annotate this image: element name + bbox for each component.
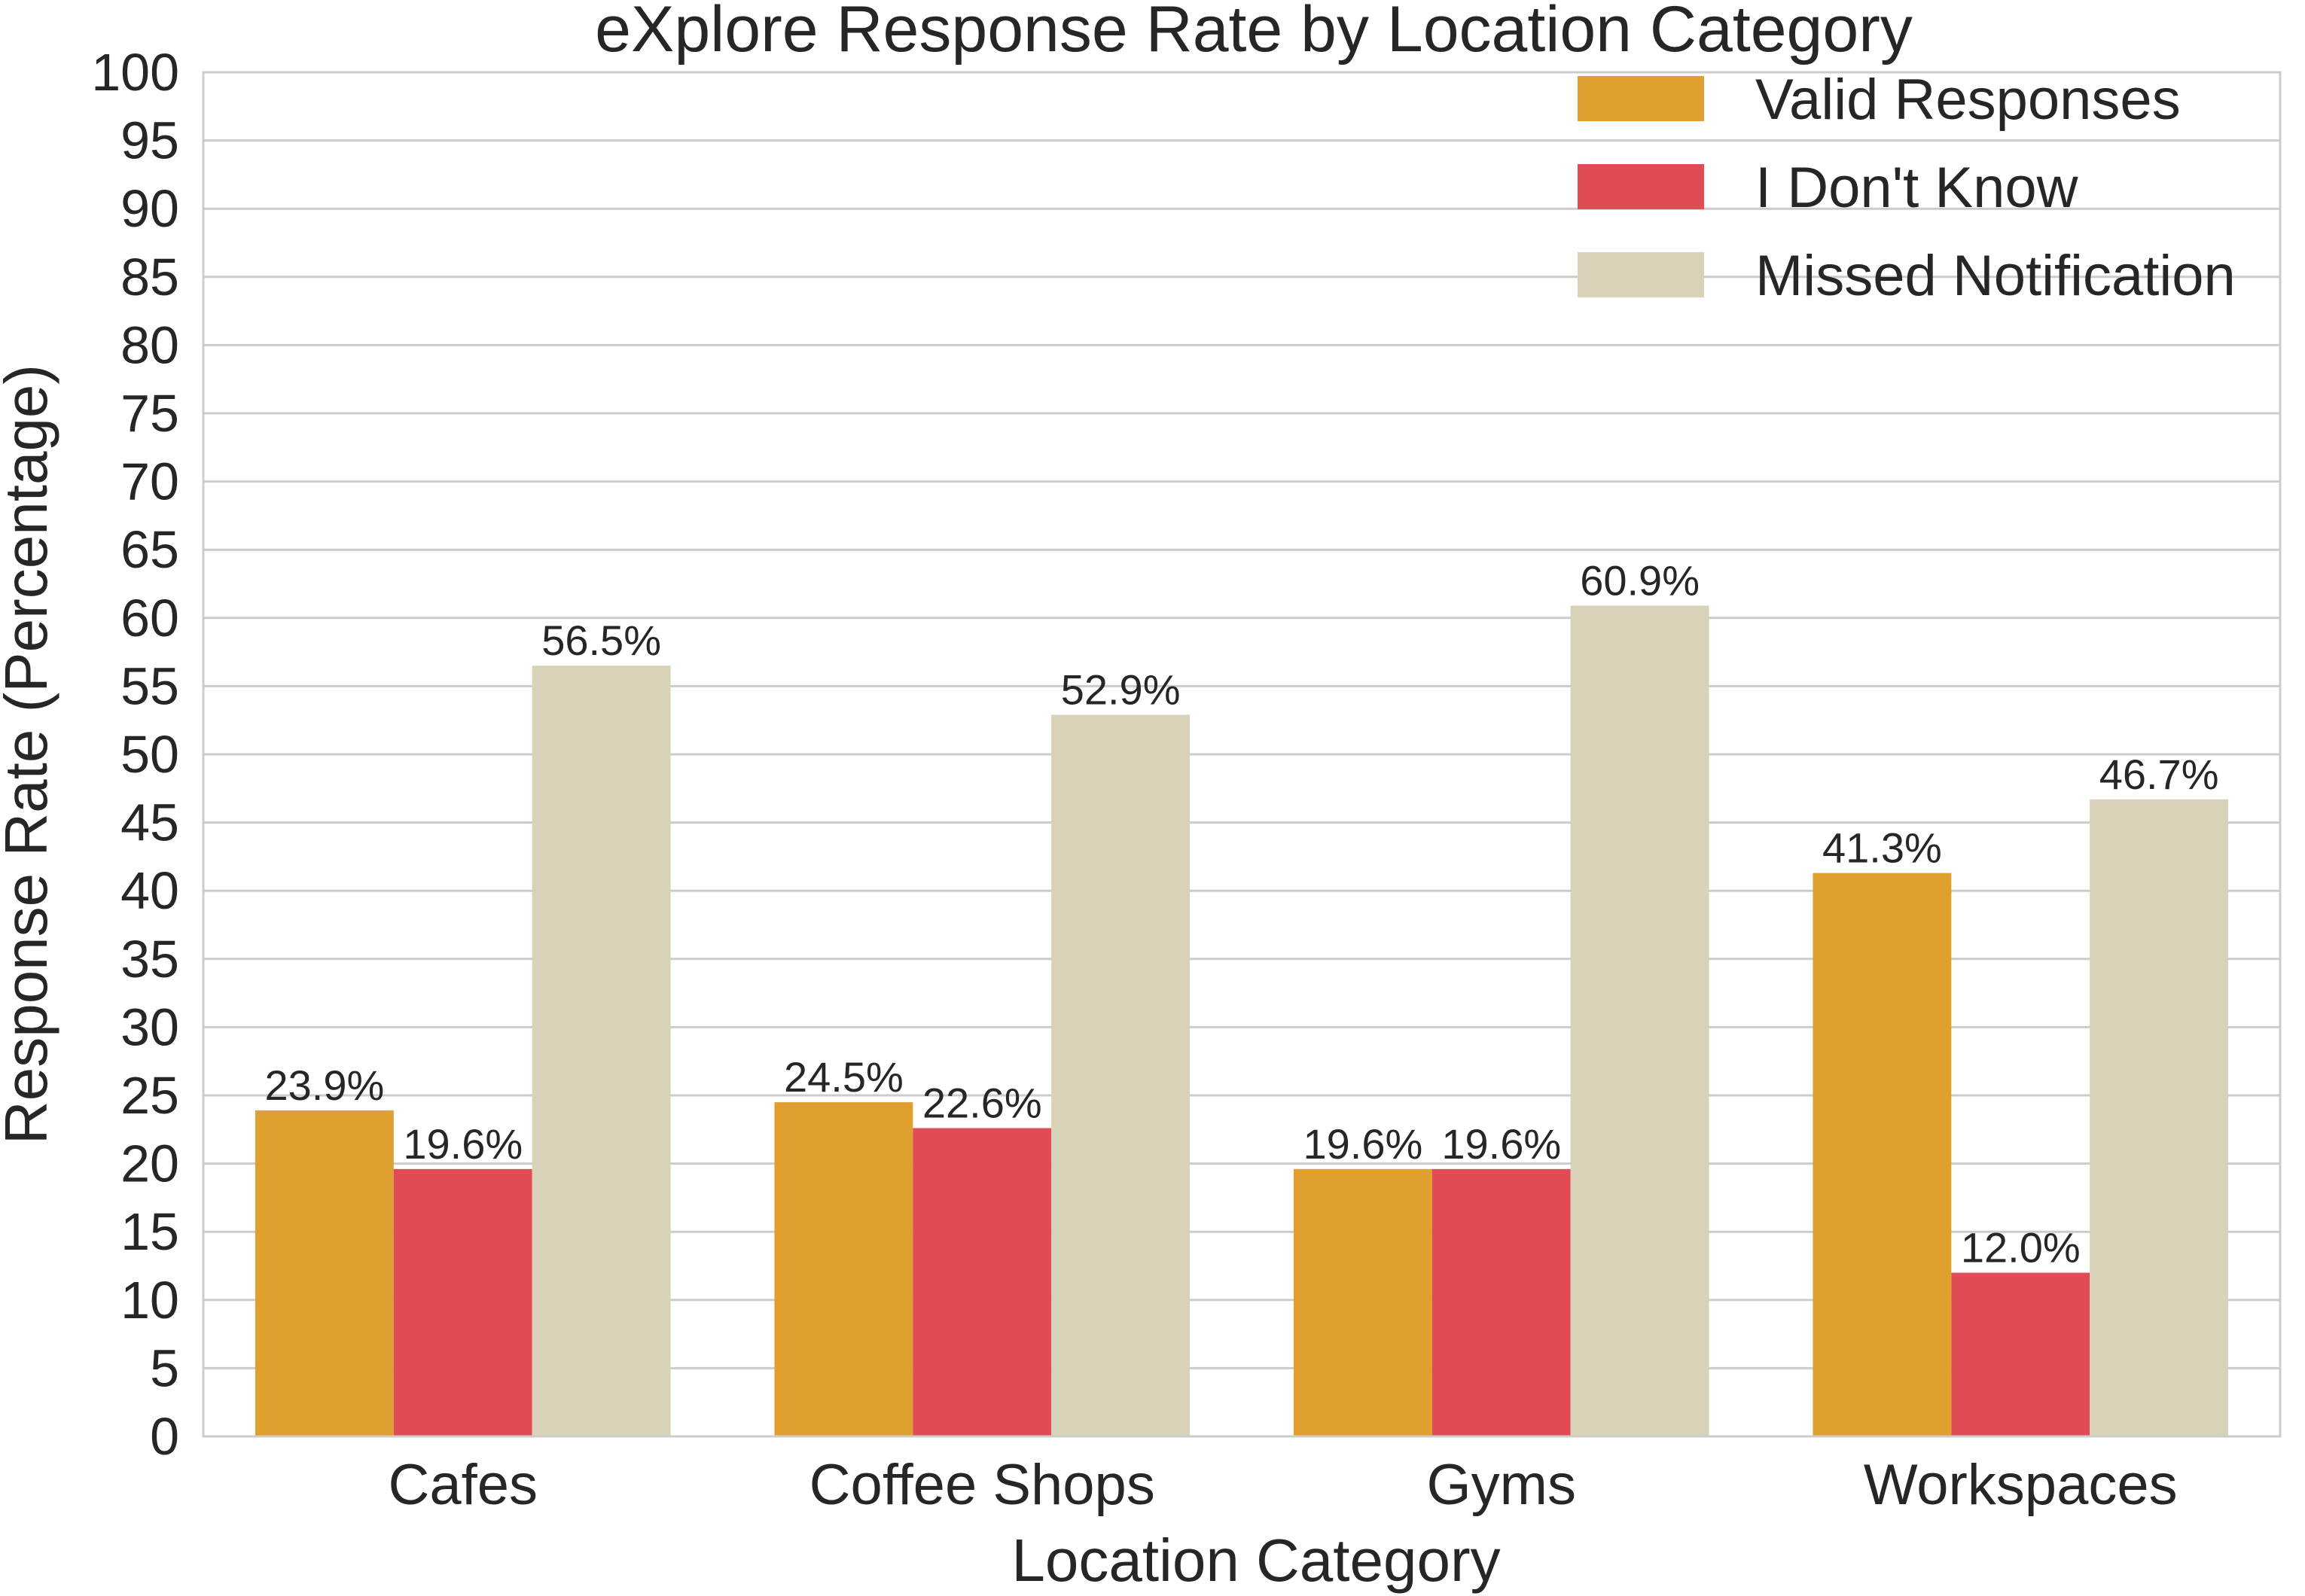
bar-value-label: 12.0%: [1961, 1224, 2081, 1272]
bar-missed-notification-gyms: [1570, 605, 1709, 1437]
bar-value-label: 46.7%: [2099, 751, 2219, 798]
chart-title: eXplore Response Rate by Location Catego…: [595, 0, 1913, 65]
bar-valid-responses-gyms: [1293, 1168, 1432, 1436]
legend-swatch: [1578, 76, 1704, 121]
bar-valid-responses-workspaces: [1813, 873, 1952, 1436]
bar-value-label: 60.9%: [1580, 556, 1700, 604]
y-tick-label: 15: [120, 1202, 179, 1261]
bar-value-label: 41.3%: [1822, 824, 1942, 872]
bar-valid-responses-coffee-shops: [774, 1102, 913, 1436]
y-tick-label: 55: [120, 656, 179, 715]
y-tick-label: 50: [120, 725, 179, 784]
bars: [255, 605, 2229, 1437]
bar-value-label: 56.5%: [541, 617, 661, 664]
y-tick-label: 30: [120, 998, 179, 1056]
legend: Valid Responses I Don't Know Missed Notifi…: [1578, 68, 2236, 308]
y-tick-label: 10: [120, 1271, 179, 1329]
y-tick-label: 60: [120, 589, 179, 647]
bar-value-label: 19.6%: [1441, 1120, 1561, 1168]
plot-frame: [202, 71, 2282, 1438]
y-tick-label: 90: [120, 179, 179, 238]
y-tick-label: 35: [120, 930, 179, 988]
y-tick-label: 95: [120, 111, 179, 170]
legend-label: I Don't Know: [1755, 156, 2079, 220]
y-tick-label: 25: [120, 1066, 179, 1125]
bar-missed-notification-cafes: [532, 666, 671, 1436]
x-axis-label: Location Category: [1011, 1527, 1500, 1594]
bar-value-label: 23.9%: [264, 1061, 384, 1109]
y-tick-label: 85: [120, 248, 179, 306]
y-tick-labels: 0 5 10 15 20 25 30 35 40 45 50 55 60 65 70 75 80 85 90 95 10…: [91, 43, 179, 1466]
y-tick-label: 100: [91, 43, 179, 102]
legend-swatch: [1578, 252, 1704, 297]
y-tick-label: 70: [120, 452, 179, 511]
bar-valid-responses-cafes: [255, 1110, 394, 1436]
bar-value-label: 52.9%: [1061, 666, 1181, 713]
y-tick-label: 40: [120, 861, 179, 920]
x-tick-label: Workspaces: [1864, 1453, 2178, 1517]
legend-label: Valid Responses: [1755, 68, 2181, 132]
bar-missed-notification-coffee-shops: [1051, 714, 1191, 1436]
legend-label: Missed Notification: [1755, 244, 2236, 308]
y-tick-label: 45: [120, 793, 179, 852]
bar-value-label: 19.6%: [1303, 1120, 1422, 1168]
bar-value-label: 22.6%: [922, 1079, 1042, 1126]
y-tick-label: 0: [150, 1407, 179, 1466]
bar-i-don-t-know-workspaces: [1951, 1272, 2090, 1436]
bar-i-don-t-know-coffee-shops: [913, 1128, 1052, 1436]
bar-i-don-t-know-cafes: [393, 1168, 532, 1436]
data-labels: 23.9% 19.6% 56.5% 24.5% 22.6% 52.9% 19.6% 19.6%…: [264, 556, 2218, 1271]
x-tick-label: Coffee Shops: [809, 1453, 1155, 1517]
legend-swatch: [1578, 164, 1704, 209]
y-tick-label: 80: [120, 315, 179, 374]
x-tick-label: Cafes: [388, 1453, 538, 1517]
bar-missed-notification-workspaces: [2090, 799, 2229, 1436]
x-tick-labels: Cafes Coffee Shops Gyms Workspaces: [388, 1453, 2177, 1517]
bar-value-label: 19.6%: [403, 1120, 523, 1168]
y-tick-label: 65: [120, 520, 179, 579]
y-tick-label: 20: [120, 1135, 179, 1193]
bar-i-don-t-know-gyms: [1431, 1168, 1571, 1436]
y-tick-label: 5: [150, 1339, 179, 1397]
y-tick-label: 75: [120, 384, 179, 443]
y-axis-label: Response Rate (Percentage): [0, 364, 59, 1144]
bar-value-label: 24.5%: [784, 1053, 904, 1101]
x-tick-label: Gyms: [1427, 1453, 1576, 1517]
